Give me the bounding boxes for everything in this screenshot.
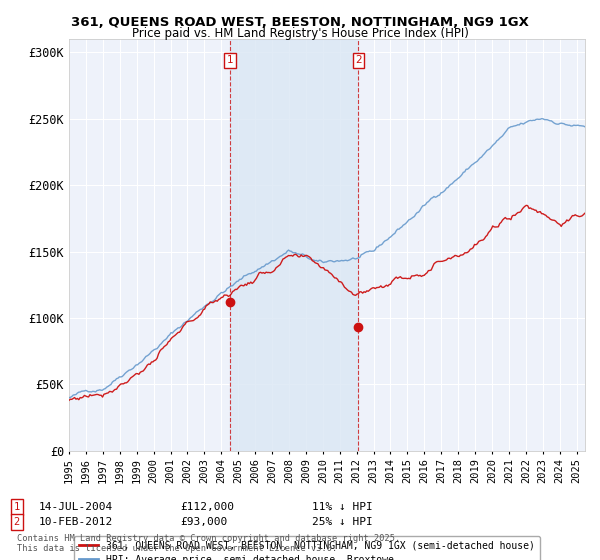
Text: 1: 1 bbox=[14, 502, 20, 512]
Text: 10-FEB-2012: 10-FEB-2012 bbox=[39, 517, 113, 527]
Text: £112,000: £112,000 bbox=[180, 502, 234, 512]
Text: Contains HM Land Registry data © Crown copyright and database right 2025.
This d: Contains HM Land Registry data © Crown c… bbox=[17, 534, 400, 553]
Legend: 361, QUEENS ROAD WEST, BEESTON, NOTTINGHAM, NG9 1GX (semi-detached house), HPI: : 361, QUEENS ROAD WEST, BEESTON, NOTTINGH… bbox=[74, 536, 539, 560]
Text: 1: 1 bbox=[227, 55, 233, 65]
Text: 25% ↓ HPI: 25% ↓ HPI bbox=[312, 517, 373, 527]
Text: Price paid vs. HM Land Registry's House Price Index (HPI): Price paid vs. HM Land Registry's House … bbox=[131, 27, 469, 40]
Text: 361, QUEENS ROAD WEST, BEESTON, NOTTINGHAM, NG9 1GX: 361, QUEENS ROAD WEST, BEESTON, NOTTINGH… bbox=[71, 16, 529, 29]
Bar bbox=[230, 39, 358, 451]
Text: 14-JUL-2004: 14-JUL-2004 bbox=[39, 502, 113, 512]
Text: £93,000: £93,000 bbox=[180, 517, 227, 527]
Text: 2: 2 bbox=[14, 517, 20, 527]
Text: 11% ↓ HPI: 11% ↓ HPI bbox=[312, 502, 373, 512]
Text: 2: 2 bbox=[355, 55, 362, 65]
